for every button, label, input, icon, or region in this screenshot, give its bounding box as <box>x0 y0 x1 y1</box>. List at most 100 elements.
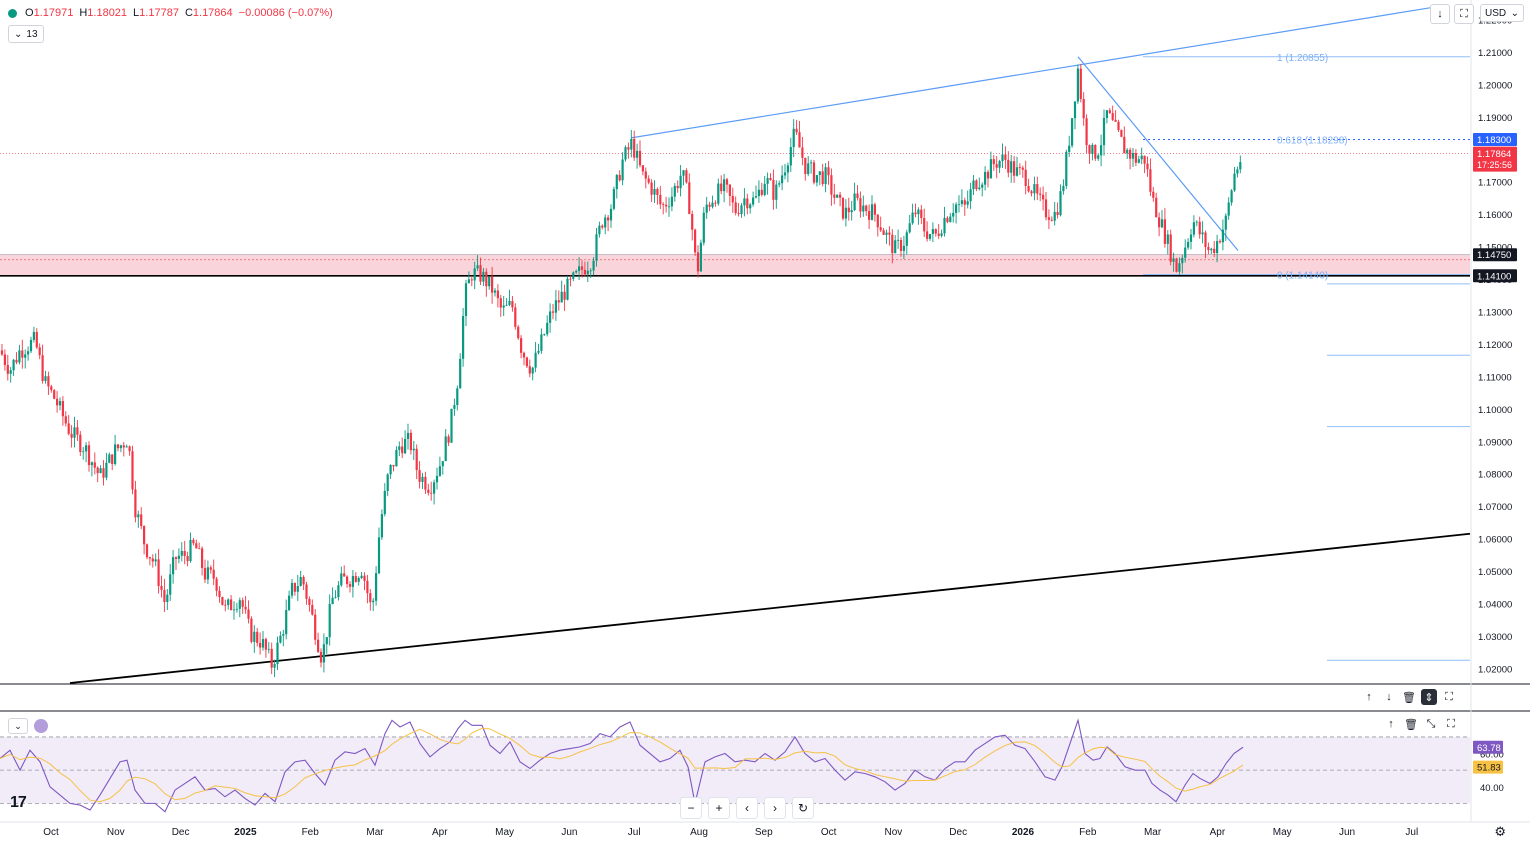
price-tick-label: 1.11000 <box>1478 372 1512 383</box>
move-down-icon[interactable]: ↓ <box>1381 689 1397 705</box>
candle-body <box>862 205 865 212</box>
candle-body <box>488 276 491 287</box>
candle-body <box>128 446 131 452</box>
fullscreen-icon[interactable]: ⛶ <box>1454 4 1474 24</box>
scroll-left-icon[interactable]: ‹ <box>736 797 758 819</box>
candle-body <box>960 200 963 204</box>
descending-trendline <box>1077 56 1239 251</box>
candle-body <box>485 271 488 287</box>
candle-body <box>453 405 456 409</box>
reset-icon[interactable]: ↻ <box>792 797 814 819</box>
candle-body <box>238 600 241 609</box>
candle-body <box>818 171 821 176</box>
candle-body <box>630 138 633 150</box>
candle-body <box>430 492 433 494</box>
candle-body <box>781 175 784 184</box>
currency-select[interactable]: USD ⌄ <box>1480 4 1524 22</box>
collapse-icon[interactable]: ⤡ <box>1423 716 1439 732</box>
candle-body <box>299 577 302 586</box>
price-tick-label: 1.12000 <box>1478 340 1512 351</box>
candle-body <box>366 580 369 594</box>
countdown-label: 17:25:56 <box>1477 160 1512 170</box>
price-tick-label: 1.15000 <box>1478 243 1512 254</box>
candle-body <box>203 567 207 580</box>
candle-body <box>934 229 937 234</box>
candle-body <box>1094 144 1097 159</box>
candle-body <box>636 150 639 158</box>
zoom-out-icon[interactable]: − <box>680 797 702 819</box>
candle-body <box>247 609 250 619</box>
candle-body <box>340 573 343 586</box>
candle-body <box>1198 221 1201 235</box>
candle-body <box>865 205 868 212</box>
candle-body <box>1079 68 1082 100</box>
candle-body <box>183 550 186 557</box>
candle-body <box>47 376 50 387</box>
collapse-icon[interactable]: ⇕ <box>1421 689 1437 705</box>
candle-body <box>989 159 992 179</box>
candle-body <box>1204 232 1207 247</box>
candle-body <box>404 438 407 454</box>
candle-body <box>38 347 41 356</box>
candle-body <box>520 338 523 353</box>
time-axis-label: Jul <box>628 827 641 838</box>
candle-body <box>812 162 816 183</box>
trash-icon[interactable]: 🗑 <box>1403 716 1419 732</box>
candle-body <box>995 164 998 168</box>
candle-body <box>427 489 430 493</box>
candle-body <box>868 211 871 220</box>
trash-icon[interactable]: 🗑 <box>1401 689 1417 705</box>
maximize-icon[interactable]: ⛶ <box>1441 689 1457 705</box>
move-up-icon[interactable]: ↑ <box>1361 689 1377 705</box>
candle-body <box>389 464 392 475</box>
candle-body <box>1102 117 1106 146</box>
candle-body <box>1236 169 1239 174</box>
download-icon[interactable]: ↓ <box>1430 4 1450 24</box>
gear-icon[interactable]: ⚙ <box>1494 824 1506 839</box>
candle-body <box>586 270 589 275</box>
candle-body <box>569 278 572 280</box>
candle-body <box>560 291 563 303</box>
candle-body <box>650 182 653 195</box>
candle-body <box>131 451 134 490</box>
main-pane-tools: ↑ ↓ 🗑 ⇕ ⛶ <box>1361 689 1457 705</box>
candle-body <box>293 582 296 592</box>
candle-body <box>766 178 769 184</box>
candle-body <box>514 307 517 327</box>
indicators-toggle-button[interactable]: ⌄ 13 <box>8 25 44 43</box>
candle-body <box>221 597 224 605</box>
price-tick-label: 1.02000 <box>1478 664 1512 675</box>
candle-body <box>421 476 424 482</box>
candle-body <box>386 474 389 491</box>
candle-body <box>876 214 879 228</box>
candle-body <box>1015 167 1019 176</box>
price-tick-label: 1.20000 <box>1478 80 1512 91</box>
candle-body <box>711 202 714 207</box>
candle-body <box>157 559 160 586</box>
chevron-down-icon[interactable]: ⌄ <box>8 718 28 734</box>
indicator-settings-icon[interactable] <box>34 719 48 733</box>
candle-body <box>1160 219 1164 228</box>
candle-body <box>601 225 604 228</box>
candle-body <box>1172 258 1175 262</box>
candle-body <box>380 514 383 538</box>
candle-body <box>459 358 462 389</box>
candle-body <box>35 331 38 348</box>
candle-body <box>537 350 540 353</box>
candle-body <box>517 326 520 339</box>
candle-body <box>346 576 349 585</box>
candle-body <box>847 207 850 213</box>
maximize-icon[interactable]: ⛶ <box>1443 716 1459 732</box>
candle-body <box>946 217 949 222</box>
candle-body <box>543 334 546 336</box>
candle-body <box>505 304 508 306</box>
candle-body <box>1227 202 1230 216</box>
move-up-icon[interactable]: ↑ <box>1383 716 1399 732</box>
candle-body <box>253 631 256 642</box>
candle-body <box>1213 248 1216 254</box>
zoom-in-icon[interactable]: + <box>708 797 730 819</box>
candle-body <box>1056 211 1059 215</box>
scroll-right-icon[interactable]: › <box>764 797 786 819</box>
candle-body <box>116 444 120 449</box>
